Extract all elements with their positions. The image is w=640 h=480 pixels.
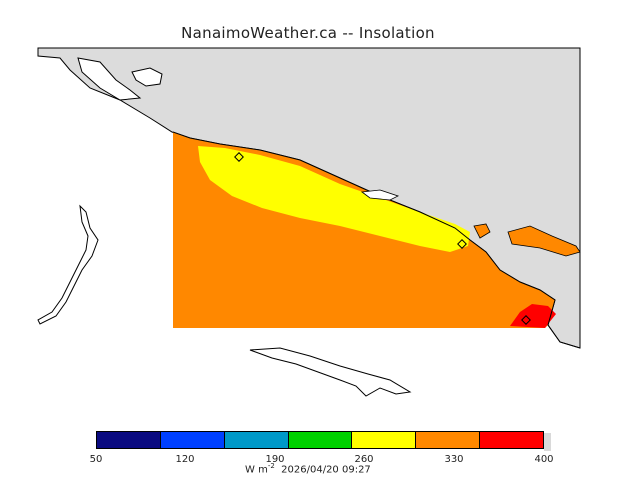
colorbar-segment-2: [160, 432, 225, 448]
coastline-lake-yellow: [360, 189, 400, 201]
coastline-north: [172, 131, 581, 349]
orange-island: [507, 225, 581, 257]
colorbar-tick-label: 330: [444, 454, 464, 465]
insolation-map: [37, 47, 581, 397]
colorbar: [96, 431, 544, 449]
inland-lake-1: [77, 57, 142, 101]
orange-islet: [473, 223, 491, 239]
colorbar-segment-4: [288, 432, 353, 448]
island-west-outline: [37, 204, 99, 325]
colorbar-tick-label: 260: [354, 454, 374, 465]
page-title: NanaimoWeather.ca -- Insolation: [181, 24, 435, 42]
colorbar-tick-label: 50: [89, 454, 103, 465]
island-south-outline: [249, 347, 412, 397]
station-marker: [234, 152, 244, 162]
colorbar-segment-5: [352, 432, 417, 448]
red-field: [510, 304, 556, 328]
colorbar-tick-label: 120: [175, 454, 195, 465]
colorbar-segment-1: [97, 432, 161, 448]
colorbar-segment-7: [480, 432, 544, 448]
inland-lake-2: [131, 67, 163, 87]
colorbar-tick-label: 190: [265, 454, 285, 465]
station-marker: [457, 239, 467, 249]
colorbar-segment-3: [224, 432, 289, 448]
timestamp: 2026/04/20 09:27: [281, 464, 371, 476]
colorbar-tick-label: 400: [534, 454, 554, 465]
yellow-field: [198, 146, 470, 252]
colorbar-segment-6: [416, 432, 481, 448]
units-label: W m: [245, 464, 268, 476]
units-exponent: -2: [267, 462, 275, 470]
colorbar-shadow: [544, 433, 551, 451]
station-marker: [521, 315, 531, 325]
colorbar-footer: W m-2 2026/04/20 09:27: [245, 462, 371, 475]
